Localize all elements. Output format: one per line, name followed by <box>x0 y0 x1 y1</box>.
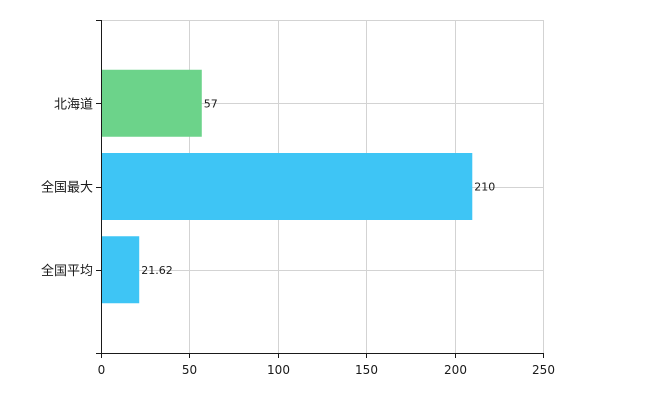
x-tick-label: 50 <box>182 363 197 377</box>
category-label: 全国最大 <box>41 180 93 196</box>
x-tick-label: 100 <box>267 363 290 377</box>
category-label: 全国平均 <box>41 263 93 279</box>
axes <box>96 20 544 358</box>
bar <box>102 236 140 304</box>
x-tick-label: 0 <box>98 363 106 377</box>
category-label: 北海道 <box>54 97 93 112</box>
labels: 0 50 100 150 200 250 北海道 57 全国最大 210 全国平均 21.62 <box>41 97 555 377</box>
bars <box>102 69 473 304</box>
x-tick-label: 150 <box>355 363 378 377</box>
data-label: 57 <box>204 97 218 110</box>
x-tick-label: 200 <box>444 363 467 377</box>
data-label: 21.62 <box>141 264 173 277</box>
bar <box>102 69 202 137</box>
bar <box>102 153 473 220</box>
data-label: 210 <box>474 181 495 194</box>
x-tick-label: 250 <box>532 363 555 377</box>
